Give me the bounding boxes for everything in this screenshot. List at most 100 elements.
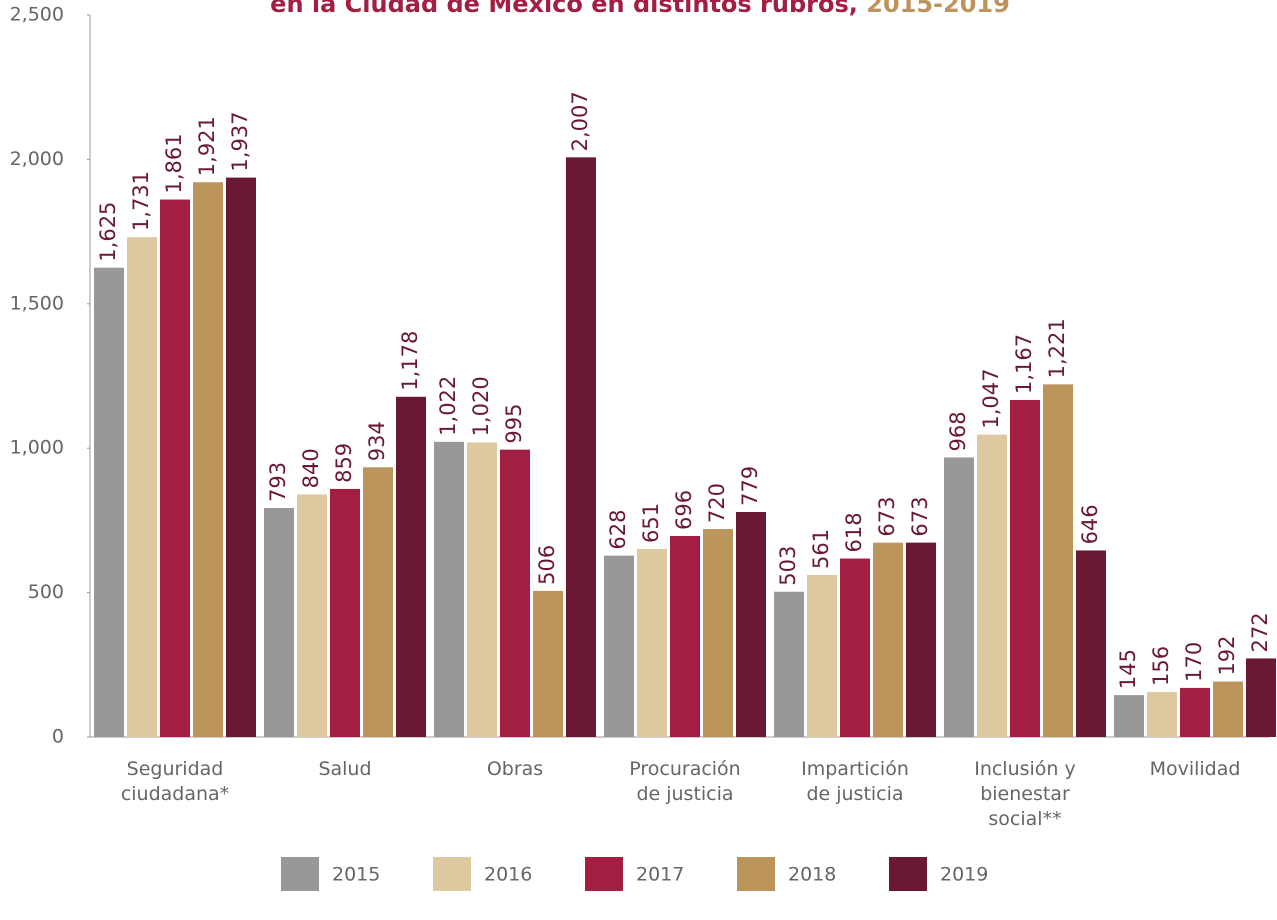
bar <box>396 396 426 737</box>
x-tick-label: bienestar <box>980 783 1070 805</box>
bar <box>637 548 667 737</box>
value-label: 779 <box>738 466 762 506</box>
bar <box>160 199 190 737</box>
bar <box>297 494 327 737</box>
value-label: 968 <box>946 411 970 451</box>
bar <box>533 590 563 737</box>
bar <box>774 591 804 737</box>
x-tick-label: Salud <box>318 758 371 780</box>
value-label: 646 <box>1078 504 1102 544</box>
bar <box>873 542 903 737</box>
x-tick-label: Seguridad <box>127 758 224 780</box>
legend-swatch <box>281 857 319 891</box>
value-label: 673 <box>875 497 899 537</box>
bar <box>1180 687 1210 737</box>
x-tick-label: de justicia <box>806 783 903 805</box>
bar <box>944 457 974 737</box>
x-tick-label: Impartición <box>801 758 909 780</box>
legend-label: 2016 <box>484 864 532 886</box>
bar <box>670 535 700 737</box>
value-label: 1,047 <box>979 369 1003 429</box>
value-label: 145 <box>1116 649 1140 689</box>
bar <box>906 542 936 737</box>
legend-swatch <box>889 857 927 891</box>
y-tick-label: 2,000 <box>10 148 64 170</box>
bar <box>467 442 497 737</box>
value-label: 720 <box>705 483 729 523</box>
value-label: 1,937 <box>228 111 252 171</box>
x-tick-label: social** <box>988 808 1061 830</box>
legend-swatch <box>433 857 471 891</box>
value-label: 1,861 <box>162 133 186 193</box>
value-label: 618 <box>842 512 866 552</box>
value-label: 651 <box>639 503 663 543</box>
value-label: 995 <box>502 404 526 444</box>
bar <box>363 467 393 737</box>
value-label: 1,167 <box>1012 334 1036 394</box>
value-label: 272 <box>1248 612 1272 652</box>
value-label: 793 <box>266 462 290 502</box>
legend-swatch <box>737 857 775 891</box>
bar <box>703 529 733 737</box>
bar <box>977 434 1007 737</box>
chart-title: en la Ciudad de México en distintos rubr… <box>270 0 1010 18</box>
x-tick-label: Obras <box>487 758 543 780</box>
y-tick-label: 1,500 <box>10 292 64 314</box>
y-tick-label: 500 <box>28 581 64 603</box>
bar <box>193 182 223 737</box>
bar <box>127 237 157 737</box>
value-label: 673 <box>908 497 932 537</box>
bar <box>1213 681 1243 737</box>
bar <box>736 512 766 737</box>
value-label: 2,007 <box>568 91 592 151</box>
value-label: 1,221 <box>1045 318 1069 378</box>
bar <box>604 555 634 737</box>
x-tick-label: Procuración <box>629 758 740 780</box>
y-tick-label: 0 <box>52 726 64 748</box>
bar <box>1010 399 1040 737</box>
bar <box>1246 658 1276 737</box>
value-label: 1,625 <box>96 202 120 262</box>
x-tick-label: de justicia <box>636 783 733 805</box>
x-tick-label: ciudadana* <box>121 783 229 805</box>
value-label: 170 <box>1182 642 1206 682</box>
value-label: 561 <box>809 529 833 569</box>
bar <box>1114 695 1144 737</box>
value-label: 1,178 <box>398 331 422 391</box>
value-label: 859 <box>332 443 356 483</box>
value-label: 192 <box>1215 635 1239 675</box>
bar <box>500 449 530 737</box>
y-tick-label: 1,000 <box>10 437 64 459</box>
bar <box>807 574 837 737</box>
bar <box>94 267 124 737</box>
x-tick-label: Inclusión y <box>974 758 1076 780</box>
value-label: 503 <box>776 546 800 586</box>
value-label: 506 <box>535 545 559 585</box>
value-label: 1,022 <box>436 376 460 436</box>
bar <box>1147 691 1177 737</box>
bar <box>264 507 294 737</box>
legend-label: 2019 <box>940 864 988 886</box>
legend-swatch <box>585 857 623 891</box>
legend-label: 2018 <box>788 864 836 886</box>
legend-label: 2017 <box>636 864 684 886</box>
value-label: 840 <box>299 448 323 488</box>
bar <box>330 488 360 737</box>
value-label: 1,020 <box>469 376 493 436</box>
value-label: 1,731 <box>129 171 153 231</box>
value-label: 156 <box>1149 646 1173 686</box>
value-label: 696 <box>672 490 696 530</box>
x-tick-label: Movilidad <box>1150 758 1241 780</box>
bar <box>1043 384 1073 737</box>
bar <box>434 441 464 737</box>
bar <box>226 177 256 737</box>
legend-label: 2015 <box>332 864 380 886</box>
value-label: 934 <box>365 421 389 461</box>
bar <box>1076 550 1106 737</box>
bar <box>840 558 870 737</box>
bar <box>566 157 596 737</box>
value-label: 1,921 <box>195 116 219 176</box>
value-label: 628 <box>606 510 630 550</box>
y-tick-label: 2,500 <box>10 4 64 26</box>
